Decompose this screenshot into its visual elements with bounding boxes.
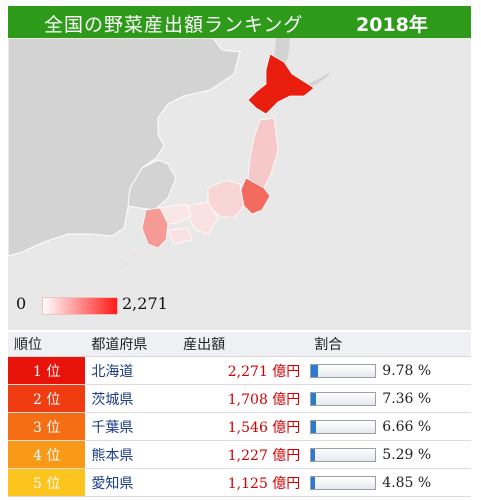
title-bar: 全国の野菜産出額ランキング 2018年 [8,6,471,38]
share-bar [310,391,377,406]
share-percent: 5.29 % [382,446,432,463]
share-cell: 9.78 % [308,356,471,385]
value-cell: 1,708 億円 [177,384,309,413]
share-cell: 4.85 % [308,468,471,497]
share-cell: 6.66 % [308,412,471,441]
share-bar-fill [311,364,318,377]
ranking-table: 順位 都道府県 産出額 割合 1 位北海道 2,271 億円 9.78 % 2 位茨城… [8,332,471,497]
share-bar-fill [311,392,316,405]
share-cell: 7.36 % [308,384,471,413]
share-bar [310,363,377,378]
share-percent: 9.78 % [382,362,432,379]
legend-gradient [42,297,118,315]
tohoku-region [247,117,279,193]
ranking-body: 1 位北海道 2,271 億円 9.78 % 2 位茨城県 1,708 億円 7.36 %… [8,356,471,497]
prefecture-link[interactable]: 茨城県 [85,384,178,413]
mainland-shape [8,38,241,257]
share-percent: 7.36 % [382,390,432,407]
table-header-row: 順位 都道府県 産出額 割合 [8,332,471,357]
shikoku-region [167,227,193,245]
share-percent: 6.66 % [382,418,432,435]
col-value: 産出額 [177,332,309,357]
col-prefecture: 都道府県 [85,332,178,357]
kyushu-region [141,207,169,249]
share-bar [310,419,377,434]
table-row[interactable]: 5 位愛知県 1,125 億円 4.85 % [8,468,471,497]
share-percent: 4.85 % [382,474,432,491]
value-cell: 1,546 億円 [177,412,309,441]
island-dot [124,262,128,266]
prefecture-link[interactable]: 千葉県 [85,412,178,441]
value-cell: 1,227 億円 [177,440,309,469]
value-cell: 1,125 億円 [177,468,309,497]
share-bar [310,475,377,490]
rank-cell: 3 位 [8,412,86,441]
col-rank: 順位 [8,332,86,357]
col-share: 割合 [308,332,471,357]
rank-cell: 5 位 [8,468,86,497]
table-row[interactable]: 1 位北海道 2,271 億円 9.78 % [8,356,471,385]
share-bar-fill [311,420,316,433]
share-bar [310,447,377,462]
value-cell: 2,271 億円 [177,356,309,385]
legend-min-label: 0 [16,294,27,313]
island-dot [132,252,136,256]
legend-max-label: 2,271 [122,294,168,313]
map-svg [8,38,330,266]
share-bar-fill [311,476,316,489]
page-year: 2018年 [356,14,428,36]
prefecture-link[interactable]: 北海道 [85,356,178,385]
table-row[interactable]: 2 位茨城県 1,708 億円 7.36 % [8,384,471,413]
table-row[interactable]: 3 位千葉県 1,546 億円 6.66 % [8,412,471,441]
rank-cell: 1 位 [8,356,86,385]
page-title: 全国の野菜産出額ランキング [44,14,304,36]
kuril-shape [308,72,330,86]
share-bar-fill [311,448,316,461]
rank-cell: 2 位 [8,384,86,413]
prefecture-link[interactable]: 熊本県 [85,440,178,469]
japan-choropleth-map [8,38,471,330]
prefecture-link[interactable]: 愛知県 [85,468,178,497]
korea-shape [127,159,177,211]
share-cell: 5.29 % [308,440,471,469]
hokkaido-region [247,53,315,115]
rank-cell: 4 位 [8,440,86,469]
table-row[interactable]: 4 位熊本県 1,227 億円 5.29 % [8,440,471,469]
